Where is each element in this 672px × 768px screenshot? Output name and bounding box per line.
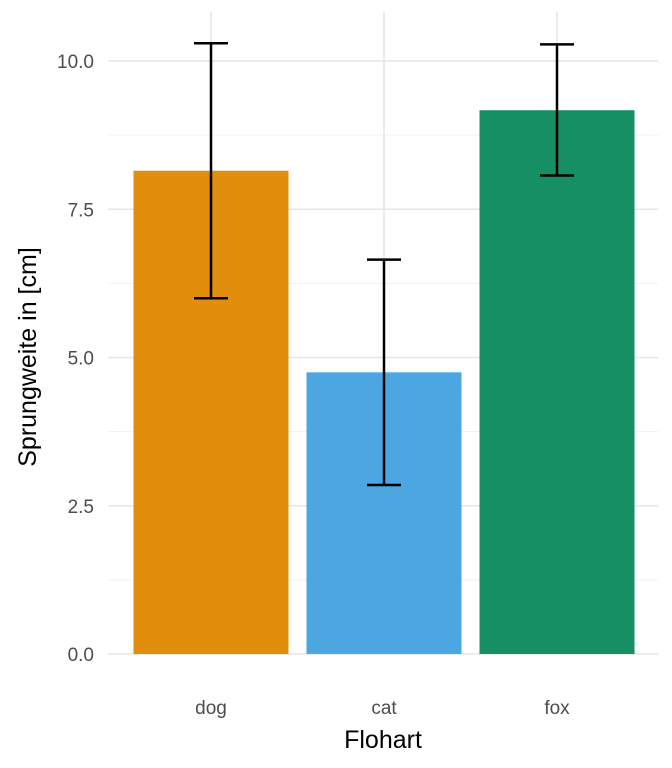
- x-tick-label-dog: dog: [195, 698, 227, 719]
- y-tick-label: 7.5: [68, 200, 94, 221]
- y-tick-label: 0.0: [68, 645, 94, 666]
- y-tick-label: 5.0: [68, 349, 94, 370]
- bar-fox: [479, 110, 635, 655]
- x-axis-ticks: dog cat fox: [195, 698, 570, 719]
- error-bar-layer: [194, 41, 574, 487]
- x-tick-label-fox: fox: [544, 698, 570, 719]
- y-tick-label: 2.5: [68, 497, 94, 518]
- x-axis-title: Flohart: [344, 726, 422, 754]
- y-tick-label: 10.0: [57, 52, 94, 73]
- y-axis-title: Sprungweite in [cm]: [14, 247, 42, 467]
- x-tick-label-cat: cat: [371, 698, 397, 719]
- y-axis-ticks: 0.0 2.5 5.0 7.5 10.0: [57, 52, 94, 666]
